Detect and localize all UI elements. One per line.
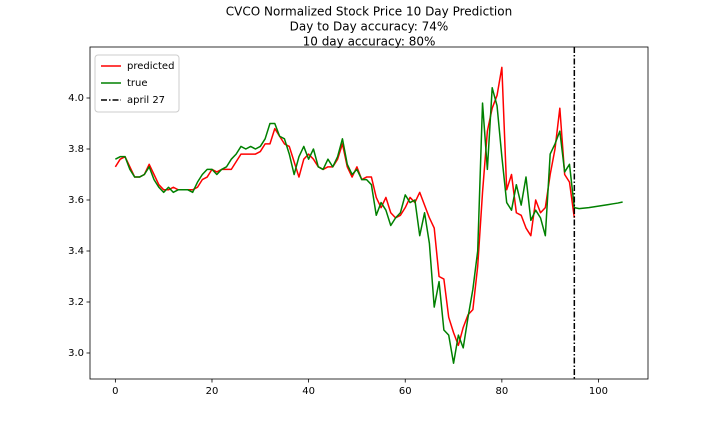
x-tick-label: 100 (589, 386, 608, 397)
x-tick-label: 80 (495, 386, 508, 397)
series-line (115, 87, 623, 364)
x-tick-label: 20 (206, 386, 219, 397)
legend-box (94, 54, 180, 113)
legend-label: april 27 (127, 95, 165, 106)
legend-label: predicted (127, 61, 174, 72)
x-tick-label: 60 (399, 386, 412, 397)
y-tick-label: 3.4 (68, 246, 84, 257)
chart-title: CVCO Normalized Stock Price 10 Day Predi… (226, 5, 512, 19)
legend-label: true (127, 78, 148, 89)
chart-subtitle: 10 day accuracy: 80% (303, 35, 436, 49)
x-tick-label: 40 (302, 386, 315, 397)
plot-frame (89, 46, 649, 380)
y-tick-label: 3.2 (68, 297, 84, 308)
y-tick-label: 3.6 (68, 195, 84, 206)
y-tick-label: 3.0 (68, 348, 84, 359)
chart-subtitle: Day to Day accuracy: 74% (290, 20, 449, 34)
y-tick-label: 3.8 (68, 144, 84, 155)
y-tick-label: 4.0 (68, 93, 84, 104)
x-tick-label: 0 (112, 386, 118, 397)
